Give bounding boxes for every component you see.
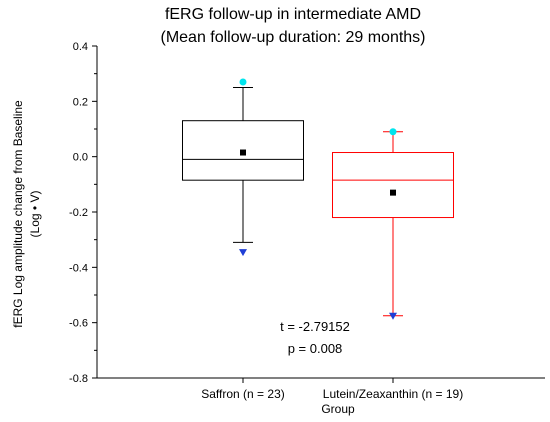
plot-area: 0.4 0.2 0.0 -0.2 -0.4 -0.6 -0.8 Saffron (n = 23… bbox=[69, 41, 545, 401]
box-1-iqr bbox=[332, 152, 454, 219]
y-tick-label-5: -0.6 bbox=[69, 318, 88, 330]
chart-subtitle: (Mean follow-up duration: 29 months) bbox=[160, 29, 425, 46]
box-1-max-marker bbox=[389, 128, 397, 136]
x-axis-label: Group bbox=[321, 402, 355, 416]
x-tick-label-0: Saffron (n = 23) bbox=[201, 387, 285, 401]
y-tick-label-0: 0.4 bbox=[73, 41, 88, 53]
box-0-min-marker bbox=[239, 249, 247, 257]
p-value-annotation: p = 0.008 bbox=[288, 341, 343, 356]
y-tick-label-1: 0.2 bbox=[73, 96, 88, 108]
y-axis-label-units: (Log • V) bbox=[28, 191, 42, 238]
y-tick-label-2: 0.0 bbox=[73, 152, 88, 164]
y-axis-label: fERG Log amplitude change from Baseline bbox=[11, 100, 25, 328]
box-0-mean-marker bbox=[240, 149, 246, 156]
t-statistic-annotation: t = -2.79152 bbox=[280, 319, 350, 334]
y-tick-label-3: -0.2 bbox=[69, 207, 88, 219]
box-0-iqr bbox=[182, 120, 304, 181]
y-tick-label-4: -0.4 bbox=[69, 262, 88, 274]
box-1-mean-marker bbox=[390, 189, 396, 196]
box-0-max-marker bbox=[239, 78, 247, 86]
box-1-min-marker bbox=[389, 312, 397, 320]
chart-title: fERG follow-up in intermediate AMD bbox=[165, 6, 421, 23]
y-tick-label-6: -0.8 bbox=[69, 373, 88, 385]
x-tick-label-1: Lutein/Zeaxanthin (n = 19) bbox=[323, 387, 463, 401]
